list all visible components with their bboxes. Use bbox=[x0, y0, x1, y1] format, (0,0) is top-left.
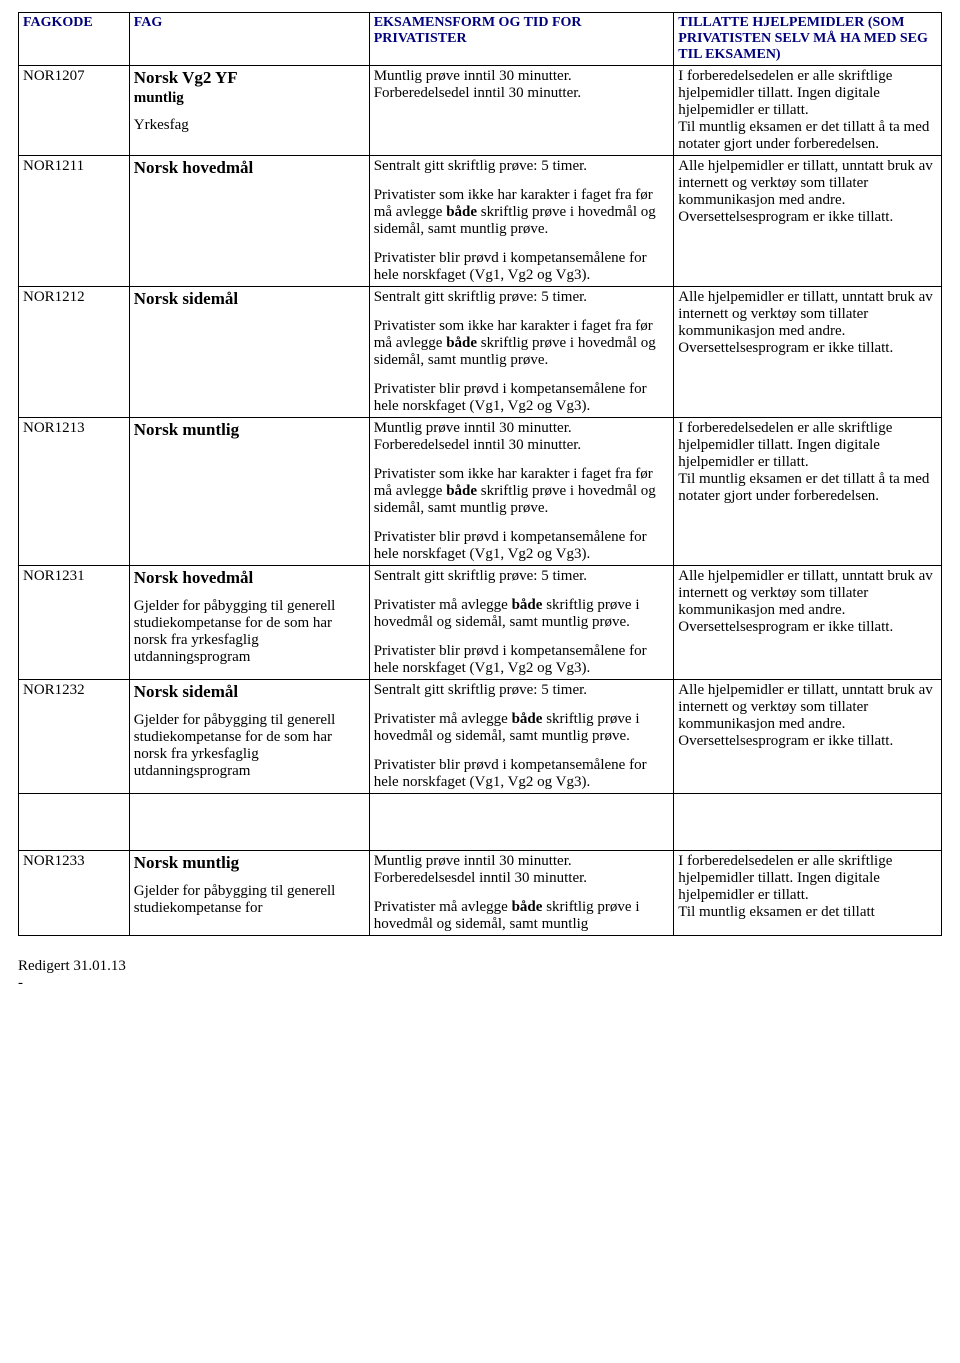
cell-eksamensform: Sentralt gitt skriftlig prøve: 5 timer. … bbox=[369, 680, 674, 794]
fag-title: Norsk muntlig bbox=[134, 853, 365, 873]
spacer-row bbox=[19, 794, 942, 850]
cell-eksamensform: Sentralt gitt skriftlig prøve: 5 timer. … bbox=[369, 156, 674, 287]
eks-text: Privatister blir prøvd i kompetansemålen… bbox=[374, 381, 670, 415]
cell-fagkode: NOR1207 bbox=[19, 66, 130, 156]
header-eksamensform: EKSAMENSFORM OG TID FOR PRIVATISTER bbox=[369, 13, 674, 66]
cell-hjelpemidler: I forberedelsedelen er alle skriftlige h… bbox=[674, 851, 942, 936]
table-row: NOR1212 Norsk sidemål Sentralt gitt skri… bbox=[19, 287, 942, 418]
cell-eksamensform: Muntlig prøve inntil 30 minutter. Forber… bbox=[369, 418, 674, 566]
hj-text: Til muntlig eksamen er det tillatt bbox=[678, 904, 937, 921]
eks-text: Privatister blir prøvd i kompetansemålen… bbox=[374, 529, 670, 563]
hj-text: Til muntlig eksamen er det tillatt å ta … bbox=[678, 471, 937, 505]
cell-hjelpemidler: Alle hjelpemidler er tillatt, unntatt br… bbox=[674, 680, 942, 794]
footer-date: Redigert 31.01.13 bbox=[18, 958, 942, 975]
cell-hjelpemidler: Alle hjelpemidler er tillatt, unntatt br… bbox=[674, 156, 942, 287]
hj-text: Alle hjelpemidler er tillatt, unntatt br… bbox=[678, 158, 937, 226]
cell-fagkode: NOR1212 bbox=[19, 287, 130, 418]
cell-fag: Norsk hovedmål bbox=[129, 156, 369, 287]
header-hjelpemidler: TILLATTE HJELPEMIDLER (SOM PRIVATISTEN S… bbox=[674, 13, 942, 66]
cell-fagkode: NOR1231 bbox=[19, 566, 130, 680]
cell-hjelpemidler: Alle hjelpemidler er tillatt, unntatt br… bbox=[674, 566, 942, 680]
eks-text: Privatister som ikke har karakter i fage… bbox=[374, 187, 670, 238]
eks-text: Sentralt gitt skriftlig prøve: 5 timer. bbox=[374, 158, 670, 175]
hj-text: Til muntlig eksamen er det tillatt å ta … bbox=[678, 119, 937, 153]
cell-fagkode: NOR1233 bbox=[19, 851, 130, 936]
hj-text: I forberedelsedelen er alle skriftlige h… bbox=[678, 853, 937, 904]
eks-text: Privatister som ikke har karakter i fage… bbox=[374, 466, 670, 517]
cell-eksamensform: Sentralt gitt skriftlig prøve: 5 timer. … bbox=[369, 566, 674, 680]
cell-fag: Norsk Vg2 YF muntlig Yrkesfag bbox=[129, 66, 369, 156]
table-row: NOR1232 Norsk sidemål Gjelder for påbygg… bbox=[19, 680, 942, 794]
header-fag: FAG bbox=[129, 13, 369, 66]
eks-text: Sentralt gitt skriftlig prøve: 5 timer. bbox=[374, 682, 670, 699]
hj-text: Alle hjelpemidler er tillatt, unntatt br… bbox=[678, 289, 937, 357]
table-row: NOR1231 Norsk hovedmål Gjelder for påbyg… bbox=[19, 566, 942, 680]
cell-fagkode: NOR1213 bbox=[19, 418, 130, 566]
hj-text: I forberedelsedelen er alle skriftlige h… bbox=[678, 420, 937, 471]
fag-note: Gjelder for påbygging til generell studi… bbox=[134, 598, 365, 666]
cell-fag: Norsk hovedmål Gjelder for påbygging til… bbox=[129, 566, 369, 680]
eks-text: Privatister som ikke har karakter i fage… bbox=[374, 318, 670, 369]
fag-note: Yrkesfag bbox=[134, 117, 365, 134]
table-row: NOR1213 Norsk muntlig Muntlig prøve innt… bbox=[19, 418, 942, 566]
exam-table-main: FAGKODE FAG EKSAMENSFORM OG TID FOR PRIV… bbox=[18, 12, 942, 794]
cell-eksamensform: Muntlig prøve inntil 30 minutter. Forber… bbox=[369, 66, 674, 156]
hj-text: Alle hjelpemidler er tillatt, unntatt br… bbox=[678, 568, 937, 636]
eks-text: Sentralt gitt skriftlig prøve: 5 timer. bbox=[374, 289, 670, 306]
eks-text: Privatister må avlegge både skriftlig pr… bbox=[374, 899, 670, 933]
fag-title: Norsk hovedmål bbox=[134, 158, 365, 178]
hj-text: Alle hjelpemidler er tillatt, unntatt br… bbox=[678, 682, 937, 750]
cell-fag: Norsk sidemål bbox=[129, 287, 369, 418]
fag-title: Norsk Vg2 YF bbox=[134, 68, 365, 88]
cell-eksamensform: Muntlig prøve inntil 30 minutter. Forber… bbox=[369, 851, 674, 936]
fag-title: Norsk sidemål bbox=[134, 682, 365, 702]
eks-text: Muntlig prøve inntil 30 minutter. Forber… bbox=[374, 853, 670, 887]
cell-fag: Norsk muntlig Gjelder for påbygging til … bbox=[129, 851, 369, 936]
cell-hjelpemidler: Alle hjelpemidler er tillatt, unntatt br… bbox=[674, 287, 942, 418]
fag-title: Norsk sidemål bbox=[134, 289, 365, 309]
fag-sub: muntlig bbox=[134, 90, 365, 107]
cell-fagkode: NOR1232 bbox=[19, 680, 130, 794]
eks-text: Privatister må avlegge både skriftlig pr… bbox=[374, 711, 670, 745]
footer: Redigert 31.01.13 - bbox=[18, 958, 942, 992]
eks-text: Muntlig prøve inntil 30 minutter. Forber… bbox=[374, 68, 670, 102]
eks-text: Privatister blir prøvd i kompetansemålen… bbox=[374, 643, 670, 677]
table-header-row: FAGKODE FAG EKSAMENSFORM OG TID FOR PRIV… bbox=[19, 13, 942, 66]
table-row: NOR1233 Norsk muntlig Gjelder for påbygg… bbox=[19, 851, 942, 936]
eks-text: Privatister må avlegge både skriftlig pr… bbox=[374, 597, 670, 631]
cell-eksamensform: Sentralt gitt skriftlig prøve: 5 timer. … bbox=[369, 287, 674, 418]
eks-text: Sentralt gitt skriftlig prøve: 5 timer. bbox=[374, 568, 670, 585]
footer-dash: - bbox=[18, 975, 942, 992]
exam-table-gap bbox=[18, 794, 942, 850]
eks-text: Privatister blir prøvd i kompetansemålen… bbox=[374, 250, 670, 284]
cell-fagkode: NOR1211 bbox=[19, 156, 130, 287]
table-row: NOR1207 Norsk Vg2 YF muntlig Yrkesfag Mu… bbox=[19, 66, 942, 156]
fag-note: Gjelder for påbygging til generell studi… bbox=[134, 883, 365, 917]
fag-title: Norsk muntlig bbox=[134, 420, 365, 440]
eks-text: Privatister blir prøvd i kompetansemålen… bbox=[374, 757, 670, 791]
cell-hjelpemidler: I forberedelsedelen er alle skriftlige h… bbox=[674, 66, 942, 156]
exam-table-second: NOR1233 Norsk muntlig Gjelder for påbygg… bbox=[18, 850, 942, 936]
cell-fag: Norsk muntlig bbox=[129, 418, 369, 566]
fag-note: Gjelder for påbygging til generell studi… bbox=[134, 712, 365, 780]
header-fagkode: FAGKODE bbox=[19, 13, 130, 66]
cell-fag: Norsk sidemål Gjelder for påbygging til … bbox=[129, 680, 369, 794]
cell-hjelpemidler: I forberedelsedelen er alle skriftlige h… bbox=[674, 418, 942, 566]
fag-title: Norsk hovedmål bbox=[134, 568, 365, 588]
eks-text: Muntlig prøve inntil 30 minutter. Forber… bbox=[374, 420, 670, 454]
table-row: NOR1211 Norsk hovedmål Sentralt gitt skr… bbox=[19, 156, 942, 287]
hj-text: I forberedelsedelen er alle skriftlige h… bbox=[678, 68, 937, 119]
